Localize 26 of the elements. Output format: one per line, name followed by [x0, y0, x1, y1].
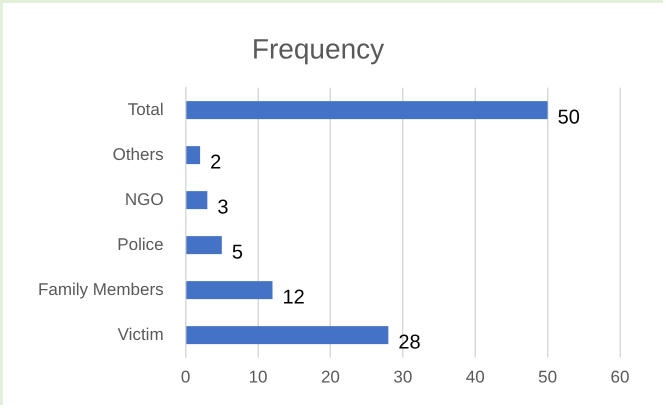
x-tick-label: 50	[538, 367, 558, 386]
x-tick-label: 10	[248, 367, 268, 386]
x-tick-label: 30	[393, 367, 412, 386]
bar	[186, 326, 388, 344]
y-tick-label: Victim	[118, 324, 164, 344]
bar	[186, 101, 548, 120]
x-tick-label: 40	[466, 367, 485, 386]
x-tick-label: 0	[180, 367, 190, 386]
data-label: 12	[282, 286, 305, 309]
y-tick-label: Family Members	[38, 280, 164, 299]
bar	[186, 281, 272, 300]
y-tick-label: Others	[112, 144, 164, 164]
chart-title: Frequency	[252, 34, 384, 65]
y-tick-label: NGO	[124, 190, 164, 209]
data-label: 2	[210, 152, 222, 174]
data-label: 28	[398, 332, 421, 354]
bar	[186, 191, 208, 210]
bar	[186, 236, 222, 254]
data-label: 3	[217, 196, 228, 219]
bar	[186, 146, 200, 164]
y-tick-label: Total	[128, 100, 164, 119]
data-label: 5	[232, 242, 243, 264]
x-tick-label: 60	[610, 367, 630, 386]
x-tick-label: 20	[320, 367, 340, 386]
data-label: 50	[558, 106, 580, 129]
y-tick-label: Police	[117, 234, 164, 254]
